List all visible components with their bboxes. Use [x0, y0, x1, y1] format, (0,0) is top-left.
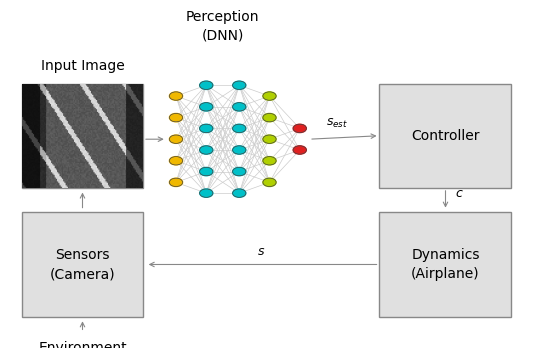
Circle shape: [200, 189, 213, 197]
Circle shape: [169, 178, 183, 187]
Circle shape: [263, 92, 276, 100]
Bar: [22, 212, 143, 317]
Bar: [379, 212, 512, 317]
Circle shape: [200, 167, 213, 176]
Circle shape: [263, 157, 276, 165]
Circle shape: [200, 103, 213, 111]
Circle shape: [233, 146, 246, 154]
Circle shape: [200, 146, 213, 154]
Text: $s_{est}$: $s_{est}$: [326, 117, 348, 130]
Circle shape: [293, 124, 306, 133]
Text: Sensors
(Camera): Sensors (Camera): [50, 248, 116, 281]
Bar: [22, 84, 143, 188]
Text: $s$: $s$: [257, 245, 265, 258]
Text: Input Image: Input Image: [41, 59, 124, 73]
Circle shape: [169, 157, 183, 165]
Circle shape: [233, 167, 246, 176]
Circle shape: [263, 113, 276, 122]
Circle shape: [233, 189, 246, 197]
Text: Controller: Controller: [411, 129, 480, 143]
Circle shape: [169, 135, 183, 143]
Text: $c$: $c$: [455, 187, 464, 200]
Circle shape: [169, 113, 183, 122]
Circle shape: [200, 81, 213, 89]
Circle shape: [263, 135, 276, 143]
Circle shape: [233, 81, 246, 89]
Bar: [379, 84, 512, 188]
Text: Environment: Environment: [38, 341, 127, 348]
Circle shape: [263, 178, 276, 187]
Text: Perception
(DNN): Perception (DNN): [186, 10, 260, 43]
Circle shape: [233, 103, 246, 111]
Text: Dynamics
(Airplane): Dynamics (Airplane): [411, 248, 480, 281]
Circle shape: [293, 146, 306, 154]
Circle shape: [169, 92, 183, 100]
Circle shape: [200, 124, 213, 133]
Circle shape: [233, 124, 246, 133]
